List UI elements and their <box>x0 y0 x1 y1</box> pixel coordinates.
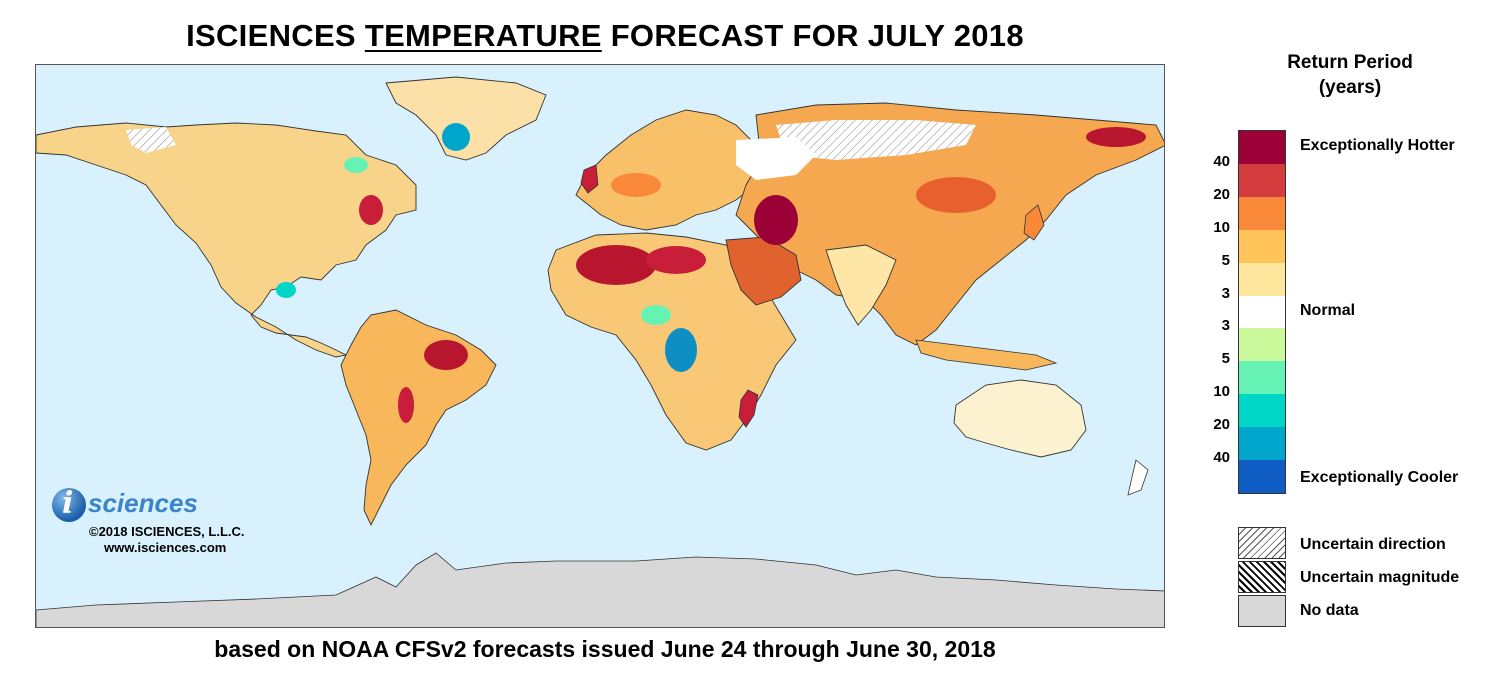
legend-band-8 <box>1239 394 1285 428</box>
hotspot-egypt <box>646 246 706 274</box>
legend-band-9 <box>1239 427 1285 461</box>
world-map-svg <box>36 65 1164 627</box>
uncertain-region-europe <box>736 137 816 180</box>
north-america <box>36 122 417 358</box>
legend-tick-8: 20 <box>1213 416 1230 434</box>
coolspot-mexico <box>276 282 296 298</box>
legend-band-2 <box>1239 196 1285 230</box>
forecast-source-subtitle: based on NOAA CFSv2 forecasts issued Jun… <box>214 636 996 662</box>
legend-title-line1: Return Period <box>1287 52 1413 73</box>
logo-globe-icon <box>52 488 86 522</box>
legend-tick-3: 5 <box>1221 251 1230 269</box>
legend-label-hotter: Exceptionally Hotter <box>1300 137 1455 154</box>
legend-tick-9: 40 <box>1213 449 1230 467</box>
greenland <box>385 76 547 161</box>
legend-band-7 <box>1239 361 1285 395</box>
legend-tick-4: 3 <box>1221 284 1230 302</box>
world-map <box>35 64 1165 628</box>
legend-label-normal: Normal <box>1300 302 1356 319</box>
logo-letter: i <box>62 486 74 521</box>
legend-tick-2: 10 <box>1213 218 1230 236</box>
isciences-logo: i sciences ©2018 ISCIENCES, L.L.C. www.i… <box>52 486 292 566</box>
legend-swatch-uncertain-magnitude <box>1238 561 1286 593</box>
legend-color-scale <box>1238 130 1286 494</box>
legend-swatch-uncertain-direction <box>1238 527 1286 559</box>
legend-tick-1: 20 <box>1213 185 1230 203</box>
legend-band-3 <box>1239 229 1285 263</box>
title-underlined-word: TEMPERATURE <box>364 18 602 53</box>
hotspot-us-east <box>359 195 383 225</box>
legend-band-5 <box>1239 295 1285 329</box>
legend-band-4 <box>1239 262 1285 296</box>
legend-tick-0: 40 <box>1213 152 1230 170</box>
website-url: www.isciences.com <box>104 540 227 555</box>
coolspot-hudson <box>344 157 368 173</box>
legend-label-cooler: Exceptionally Cooler <box>1300 469 1459 486</box>
uk <box>580 164 599 194</box>
legend-tick-6: 5 <box>1221 350 1230 368</box>
legend-band-10 <box>1239 460 1285 493</box>
copyright-text: ©2018 ISCIENCES, L.L.C. <box>89 524 245 539</box>
hotspot-sahara <box>576 245 656 285</box>
legend-tick-5: 3 <box>1221 317 1230 335</box>
coolspot-sahel <box>641 305 671 325</box>
madagascar <box>738 389 759 428</box>
japan <box>1023 204 1045 241</box>
uncertain-region-siberia <box>776 120 976 160</box>
map-title: ISCIENCES TEMPERATURE FORECAST FOR JULY … <box>0 18 1210 54</box>
logo-wordmark: sciences <box>88 488 198 518</box>
coolspot-greenland <box>442 123 470 151</box>
legend-title-line2: (years) <box>1318 77 1382 98</box>
hotspot-east-siberia <box>1086 127 1146 147</box>
coolspot-congo <box>665 328 697 372</box>
india <box>825 244 897 326</box>
hotspot-brazil <box>424 340 468 370</box>
legend-band-6 <box>1239 328 1285 362</box>
legend-band-0 <box>1239 131 1285 164</box>
legend-label-uncertain-magnitude: Uncertain magnitude <box>1300 569 1460 586</box>
new-zealand <box>1127 459 1149 496</box>
indonesia <box>915 339 1058 371</box>
legend-label-uncertain-direction: Uncertain direction <box>1300 536 1446 553</box>
hotspot-europe <box>611 173 661 197</box>
hotspot-china <box>916 177 996 213</box>
hotspot-iran <box>754 195 798 245</box>
legend-swatch-no-data <box>1238 595 1286 627</box>
australia <box>953 379 1087 458</box>
antarctica <box>36 552 1164 627</box>
legend-band-1 <box>1239 163 1285 197</box>
title-suffix: FORECAST FOR JULY 2018 <box>601 18 1024 53</box>
legend-title: Return Period (years) <box>1265 50 1435 100</box>
legend-tick-7: 10 <box>1213 383 1230 401</box>
uncertain-region-canada <box>126 127 176 153</box>
title-prefix: ISCIENCES <box>186 18 365 53</box>
legend-label-no-data: No data <box>1300 602 1359 619</box>
hotspot-andes <box>398 387 414 423</box>
